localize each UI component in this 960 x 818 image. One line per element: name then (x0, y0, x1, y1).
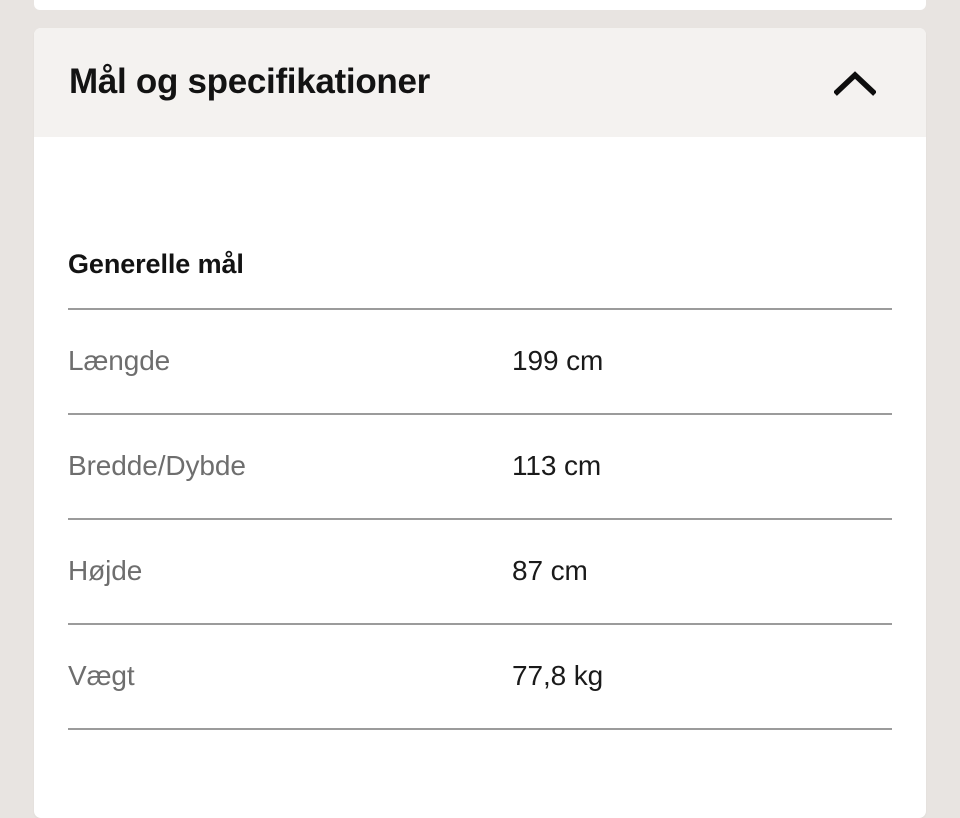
spec-row: Længde 199 cm (68, 310, 892, 413)
row-divider (68, 622, 892, 625)
accordion-body: Generelle mål Længde 199 cm Bredde/Dybde… (34, 164, 926, 730)
spec-label: Bredde/Dybde (68, 450, 246, 482)
spec-label: Vægt (68, 660, 135, 692)
spec-value: 199 cm (512, 345, 604, 377)
spec-row: Bredde/Dybde 113 cm (68, 415, 892, 518)
row-divider (68, 727, 892, 730)
chevron-up-icon (834, 70, 876, 96)
section-divider (68, 307, 892, 310)
spec-value: 77,8 kg (512, 660, 604, 692)
spec-row: Højde 87 cm (68, 520, 892, 623)
spec-label: Højde (68, 555, 143, 587)
row-divider (68, 517, 892, 520)
accordion-header-toggle[interactable]: Mål og specifikationer (34, 28, 926, 137)
spec-value: 87 cm (512, 555, 588, 587)
section-title-general-dimensions: Generelle mål (68, 249, 244, 279)
accordion-title: Mål og specifikationer (69, 62, 430, 102)
spec-row: Vægt 77,8 kg (68, 625, 892, 728)
spec-value: 113 cm (512, 450, 602, 482)
previous-card-partial (34, 0, 926, 10)
spec-label: Længde (68, 345, 171, 377)
specifications-accordion-card: Mål og specifikationer Generelle mål Læn… (34, 28, 926, 818)
accordion-collapse-button[interactable] (828, 56, 882, 110)
page-root: Mål og specifikationer Generelle mål Læn… (34, 0, 926, 818)
row-divider (68, 412, 892, 415)
